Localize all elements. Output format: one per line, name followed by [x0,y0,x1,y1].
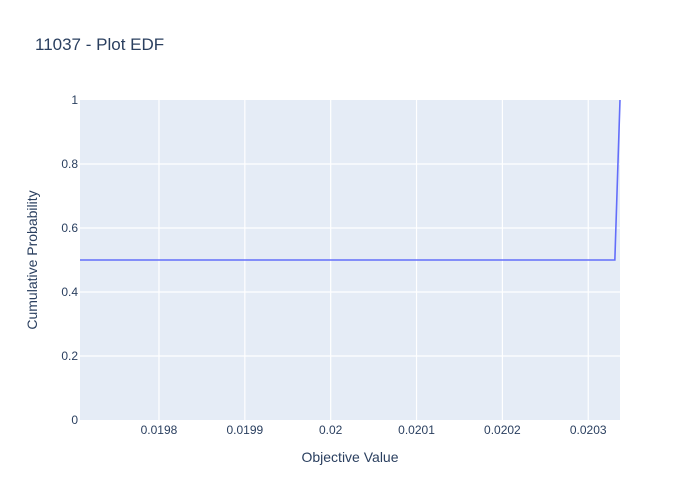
edf-line [80,99,621,261]
series-layer [80,99,621,261]
y-tick-label: 0.6 [61,221,78,235]
x-axis-title: Objective Value [301,449,398,465]
y-tick-label: 1 [71,93,78,107]
y-gridlines [80,163,620,357]
x-tick-label: 0.0199 [226,423,263,437]
y-tick-labels: 0 0.2 0.4 0.6 0.8 1 [61,93,78,427]
y-tick-label: 0.4 [61,285,78,299]
y-axis-title: Cumulative Probability [24,190,40,329]
x-tick-label: 0.0202 [484,423,521,437]
y-tick-label: 0.2 [61,349,78,363]
x-tick-label: 0.0198 [141,423,178,437]
x-tick-label: 0.0203 [570,423,607,437]
x-tick-label: 0.0201 [398,423,435,437]
y-tick-label: 0 [71,413,78,427]
x-tick-label: 0.02 [319,423,343,437]
chart-title: 11037 - Plot EDF [35,35,164,54]
y-tick-label: 0.8 [61,157,78,171]
x-tick-labels: 0.0198 0.0199 0.02 0.0201 0.0202 0.0203 [141,423,607,437]
